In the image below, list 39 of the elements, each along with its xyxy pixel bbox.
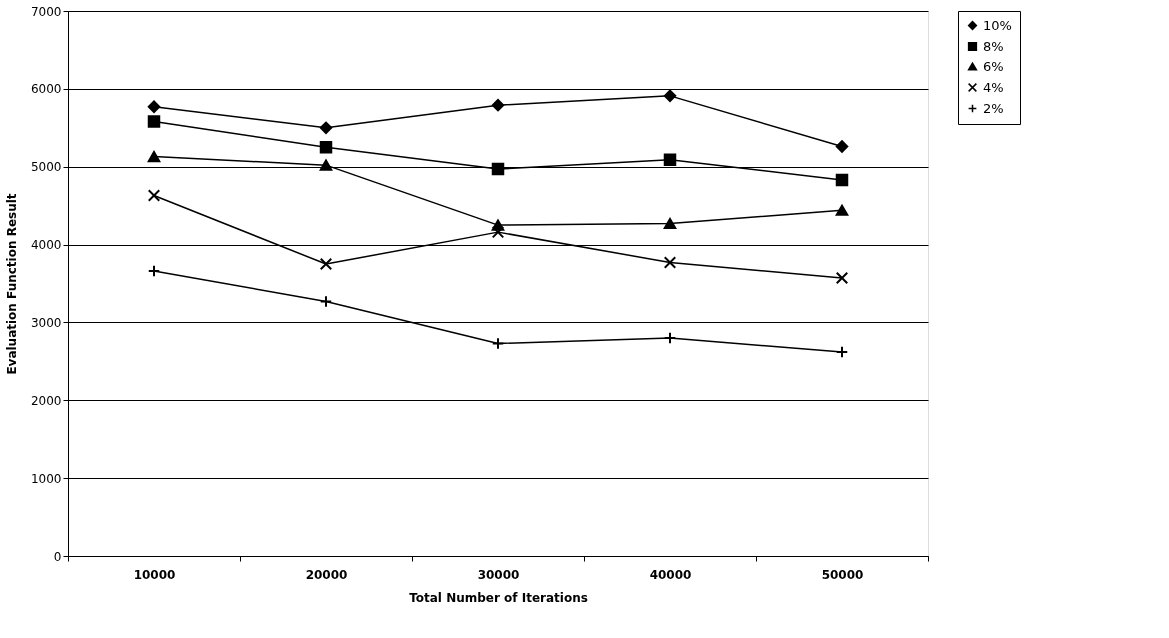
y-axis-title: Evaluation Function Result — [4, 193, 19, 375]
y-tick-label: 5000 — [30, 160, 62, 175]
point — [835, 140, 849, 153]
point — [319, 257, 333, 271]
x-tick-label: 30000 — [477, 567, 520, 582]
point — [147, 115, 161, 128]
legend-label: 8% — [983, 38, 1004, 54]
point — [147, 189, 161, 202]
x-tick-label: 40000 — [649, 567, 692, 582]
point — [663, 218, 677, 230]
point — [491, 225, 505, 239]
point — [663, 256, 677, 269]
point — [835, 271, 849, 285]
legend-label: 2% — [983, 100, 1004, 116]
point — [319, 141, 333, 154]
point — [663, 153, 677, 166]
point — [835, 204, 849, 216]
point — [319, 121, 333, 135]
y-tick-label: 2000 — [30, 393, 62, 408]
point — [491, 98, 505, 112]
point — [319, 159, 333, 171]
y-tick-label: 4000 — [30, 238, 62, 253]
point — [835, 173, 849, 187]
legend-label: 4% — [983, 79, 1004, 95]
x-tick-label: 10000 — [133, 567, 176, 582]
y-tick-label: 6000 — [30, 82, 62, 97]
point — [147, 151, 161, 163]
y-tick-label: 1000 — [30, 471, 62, 486]
x-axis-title: Total Number of Iterations — [409, 590, 588, 605]
y-tick-label: 3000 — [30, 315, 62, 330]
legend-label: 10% — [983, 17, 1012, 33]
x-tick-label: 20000 — [305, 567, 348, 582]
point — [663, 89, 677, 103]
x-tick-label: 50000 — [821, 567, 864, 582]
point — [147, 100, 161, 114]
y-tick-label: 7000 — [30, 4, 62, 19]
point — [491, 162, 505, 176]
y-tick-label: 0 — [53, 549, 62, 564]
legend-label: 6% — [983, 58, 1004, 74]
